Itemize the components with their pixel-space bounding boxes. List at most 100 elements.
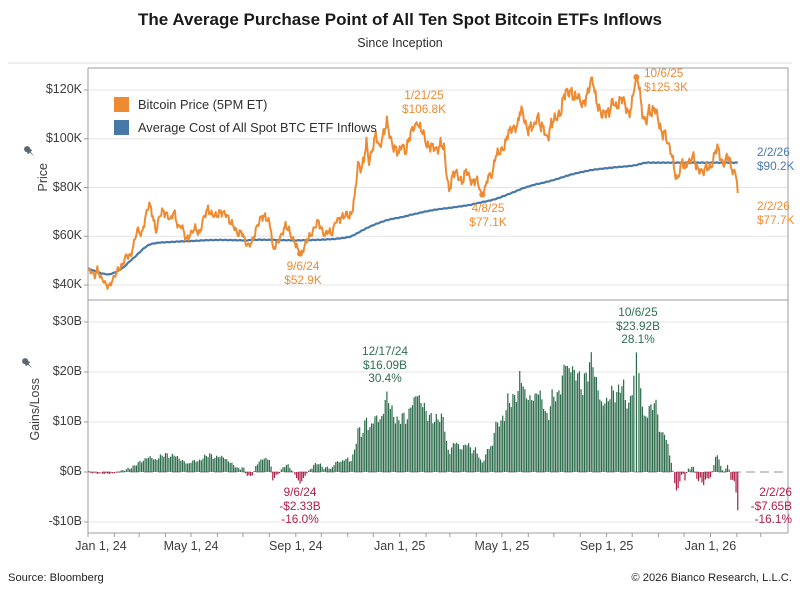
gain-loss-bar — [212, 458, 214, 472]
x-tick-label: Sep 1, 24 — [269, 539, 323, 553]
pushpin-icon — [24, 146, 35, 157]
y-tick-label: $40K — [52, 277, 82, 291]
gain-loss-bar — [502, 415, 504, 472]
gain-loss-bar — [347, 457, 349, 472]
gain-loss-bar — [284, 467, 286, 472]
gain-loss-bar — [258, 461, 260, 472]
gain-loss-bar — [512, 393, 514, 472]
gain-loss-bar — [376, 415, 378, 472]
gain-loss-bar — [641, 406, 643, 472]
gain-loss-bar — [301, 472, 303, 482]
y-tick-label: $120K — [45, 82, 82, 96]
gain-loss-bar — [449, 453, 451, 472]
gain-loss-bar — [517, 390, 519, 472]
legend-item-price: Bitcoin Price (5PM ET) — [114, 96, 377, 112]
gain-loss-bar — [662, 432, 664, 472]
gain-loss-bar — [560, 394, 562, 472]
y-tick-label: -$10B — [48, 514, 82, 528]
gain-loss-bar — [362, 433, 364, 472]
gain-loss-bar — [677, 472, 679, 489]
legend-item-avg-cost: Average Cost of All Spot BTC ETF Inflows — [114, 119, 377, 135]
gain-loss-bar — [723, 471, 725, 473]
gain-loss-bar — [684, 472, 686, 481]
gain-loss-bar — [222, 457, 224, 472]
gain-loss-bar — [669, 455, 671, 472]
gain-loss-bar — [732, 472, 734, 480]
gain-loss-bar — [118, 471, 121, 473]
y-tick-label: $20B — [52, 364, 82, 378]
gain-loss-bar — [335, 461, 337, 472]
gain-loss-bar — [488, 449, 490, 472]
gain-loss-bar — [248, 472, 250, 476]
gain-loss-bar — [531, 400, 533, 472]
gain-loss-bar — [602, 405, 604, 472]
gain-loss-bar — [340, 461, 342, 472]
gain-loss-bar — [139, 460, 141, 472]
y-tick-label: $80K — [52, 179, 82, 194]
annotation: 10/6/25 $125.3K — [644, 66, 688, 94]
gain-loss-bar — [670, 462, 672, 472]
gain-loss-bar — [633, 375, 635, 472]
gain-loss-bar — [440, 413, 443, 472]
gain-loss-bar — [706, 472, 708, 478]
gain-loss-bar — [537, 394, 540, 472]
gain-loss-bar — [425, 410, 427, 472]
gain-loss-bar — [433, 421, 436, 472]
gain-loss-bar — [267, 459, 269, 472]
gain-loss-bar — [614, 402, 616, 472]
gain-loss-bar — [93, 472, 95, 473]
gain-loss-bar — [243, 467, 245, 472]
gain-loss-bar — [359, 427, 361, 472]
gain-loss-bar — [643, 415, 645, 472]
gain-loss-bar — [728, 469, 730, 472]
gain-loss-bar — [98, 472, 100, 474]
gain-loss-bar — [570, 372, 572, 472]
gain-loss-bar — [175, 456, 177, 472]
gain-loss-bar — [461, 449, 463, 472]
gain-loss-bar — [556, 392, 558, 472]
gain-loss-bar — [95, 472, 97, 473]
gain-loss-bar — [229, 462, 231, 472]
gain-loss-bar — [577, 373, 579, 472]
gain-loss-bar — [205, 455, 207, 472]
gain-loss-bar — [106, 472, 109, 474]
gain-loss-bar — [343, 460, 345, 472]
annotation: 2/2/26 $90.2K — [757, 145, 795, 173]
gain-loss-bar — [289, 467, 291, 472]
gain-loss-bar — [297, 472, 299, 481]
gain-loss-bar — [233, 465, 235, 472]
gain-loss-bar — [578, 371, 580, 472]
gain-loss-bar — [253, 470, 255, 472]
gain-loss-bar — [261, 459, 264, 472]
gain-loss-bar — [546, 413, 548, 472]
gain-loss-bar — [307, 470, 310, 472]
gain-loss-bar — [616, 391, 618, 472]
gain-loss-bar — [687, 468, 689, 472]
gain-loss-bar — [471, 453, 473, 472]
avg-cost-series-swatch — [114, 119, 129, 135]
gain-loss-bar — [604, 403, 606, 472]
gain-loss-bar — [427, 420, 429, 472]
y-tick-label: $30B — [52, 314, 82, 328]
gain-loss-bar — [473, 450, 475, 472]
y-tick-label: $100K — [45, 130, 82, 145]
gain-loss-bar — [660, 432, 662, 472]
gain-loss-bar — [132, 465, 134, 472]
gain-loss-bar — [611, 385, 613, 472]
gain-loss-bar — [609, 399, 611, 472]
gain-loss-bar — [551, 389, 553, 472]
gain-loss-bar — [159, 454, 161, 472]
gain-loss-bar — [648, 405, 650, 472]
legend-label: Average Cost of All Spot BTC ETF Inflows — [138, 119, 377, 135]
gain-loss-bar — [282, 467, 284, 472]
footer-copyright: © 2026 Bianco Research, L.L.C. — [631, 572, 792, 584]
gain-loss-bar — [674, 472, 676, 484]
gain-loss-bar — [621, 386, 623, 472]
gain-loss-bar — [650, 404, 652, 472]
gain-loss-bar — [311, 468, 313, 472]
annotation: 12/17/24 $16.09B 30.4% — [362, 344, 408, 385]
gain-loss-bar — [515, 402, 517, 472]
x-tick-label: Sep 1, 25 — [579, 539, 634, 553]
price-marker-dot — [297, 250, 303, 257]
